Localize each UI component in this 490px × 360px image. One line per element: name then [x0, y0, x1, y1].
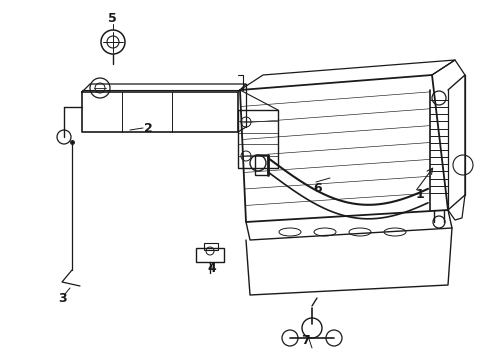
- Text: 4: 4: [208, 261, 217, 274]
- Text: 1: 1: [416, 188, 424, 201]
- Text: 7: 7: [301, 333, 309, 346]
- Bar: [255, 155, 268, 175]
- Text: 2: 2: [144, 122, 152, 135]
- Bar: [204, 243, 218, 250]
- Text: 3: 3: [58, 292, 66, 305]
- Text: 5: 5: [108, 12, 117, 24]
- Text: 6: 6: [314, 181, 322, 194]
- Bar: [196, 248, 224, 262]
